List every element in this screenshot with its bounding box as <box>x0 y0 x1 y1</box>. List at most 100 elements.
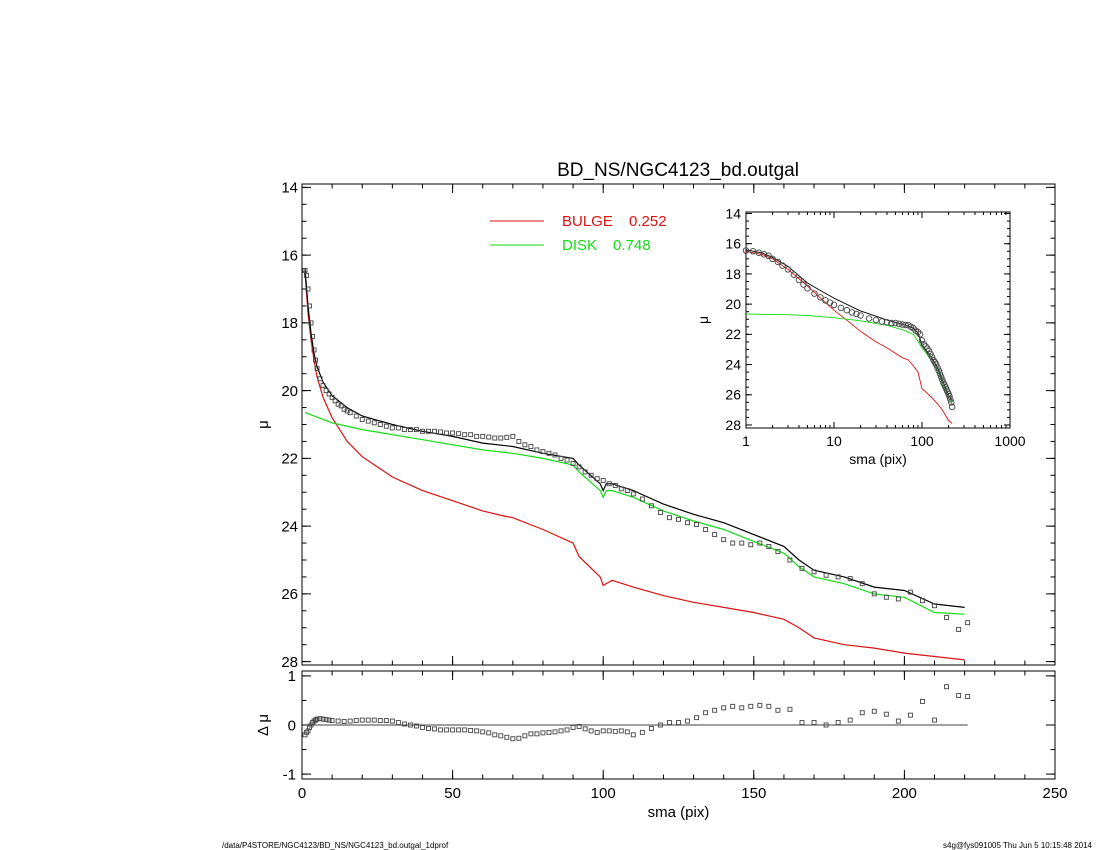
residual-data-point <box>510 736 516 742</box>
main-data-point <box>302 267 308 273</box>
residual-data-point <box>389 718 395 724</box>
residual-data-point <box>504 734 510 740</box>
residual-data-point <box>486 730 492 736</box>
residual-xtick-label: 100 <box>591 785 616 802</box>
residual-data-point <box>420 725 425 730</box>
main-ytick-label: 14 <box>281 180 298 197</box>
inset-data-point <box>888 319 895 327</box>
main-data-point <box>606 481 612 487</box>
inset-data-point <box>779 262 786 269</box>
main-data-point <box>685 520 690 526</box>
main-data-point <box>648 503 654 509</box>
main-data-point <box>920 598 925 604</box>
residual-data-point <box>305 728 311 734</box>
main-data-point <box>314 366 320 372</box>
inset-data-point <box>774 258 782 266</box>
residual-data-point <box>353 718 359 724</box>
inset-data-point <box>935 367 942 374</box>
residual-data-point <box>907 712 913 718</box>
main-data-point <box>486 434 492 440</box>
residual-data-point <box>534 731 540 737</box>
main-data-point <box>594 476 600 482</box>
main-data-point <box>748 542 754 548</box>
residual-data-point <box>676 720 681 725</box>
main-data-point <box>383 423 389 429</box>
residual-data-point <box>594 729 600 735</box>
residual-ylabel: Δ μ <box>255 714 272 736</box>
inset-data-point <box>760 251 768 258</box>
residual-data-point <box>895 718 901 724</box>
residual-data-point <box>630 732 636 738</box>
residual-data-point <box>582 726 588 732</box>
inset-log-panel: 14 16 18 20 22 24 26 281 10 100 1000 μ sma (pix) <box>695 205 1026 467</box>
main-frame <box>301 183 1056 666</box>
main-data-point <box>450 430 456 436</box>
main-data-point <box>395 425 401 431</box>
residual-data-point <box>377 718 383 724</box>
inset-data-point <box>865 315 873 322</box>
legend: BULGE 0.252 DISK 0.748 <box>490 213 667 254</box>
residual-data-point <box>965 694 971 699</box>
residual-data-point <box>498 733 504 739</box>
main-data-point <box>766 543 772 549</box>
residual-data-point <box>450 727 456 733</box>
residual-data-point <box>383 718 389 724</box>
inset-data-point <box>936 370 944 377</box>
main-data-point <box>612 483 618 488</box>
residual-data-point <box>721 705 727 711</box>
residual-data-point <box>847 717 853 723</box>
inset-data-point <box>857 312 864 319</box>
residual-xtick-label: 200 <box>892 785 917 802</box>
main-data-point <box>540 449 546 455</box>
main-ytick-label: 20 <box>281 383 298 400</box>
residual-data-point <box>540 730 546 736</box>
main-data-point <box>600 477 606 483</box>
main-data-point <box>657 510 663 516</box>
inset-data-point <box>883 319 891 326</box>
main-series-bulge <box>304 272 965 661</box>
main-data-point <box>323 388 329 394</box>
main-data-point <box>438 429 444 435</box>
footer-stamp: s4g@fys091005 Thu Jun 5 10:15:48 2014 <box>943 841 1092 850</box>
main-data-point <box>329 394 335 400</box>
inset-ytick-label: 26 <box>725 387 741 403</box>
main-data-point <box>739 540 745 546</box>
residual-data-point <box>883 711 889 717</box>
inset-ytick-label: 16 <box>725 236 741 252</box>
residual-data-point <box>317 716 323 722</box>
main-data-point <box>546 450 552 456</box>
inset-xlabel: sma (pix) <box>849 451 907 467</box>
residual-data-point <box>657 722 663 728</box>
residual-data-point <box>516 735 522 741</box>
main-data-point <box>304 273 309 278</box>
main-data-point <box>305 286 311 292</box>
main-ylabel: μ <box>255 420 272 429</box>
main-data-point <box>871 591 877 597</box>
residual-data-point <box>359 717 365 723</box>
inset-data-point <box>742 247 750 254</box>
main-data-point <box>552 452 558 458</box>
main-data-point <box>932 603 937 609</box>
main-data-point <box>694 521 700 527</box>
main-data-point <box>835 574 841 580</box>
residual-data-point <box>757 702 763 708</box>
legend-bulge-name: BULGE <box>562 213 613 230</box>
main-data-point <box>432 428 437 434</box>
inset-data-point <box>946 393 953 400</box>
inset-data-point <box>934 364 941 371</box>
inset-data-point <box>837 304 845 312</box>
main-data-point <box>570 461 576 466</box>
residual-data-point <box>624 729 630 735</box>
inset-ylabel: μ <box>695 316 711 324</box>
main-data-point <box>558 455 564 461</box>
main-data-point <box>377 422 383 427</box>
residual-data-point <box>307 725 312 730</box>
inset-ytick-label: 14 <box>725 205 741 221</box>
residual-xtick-label: 250 <box>1042 785 1067 802</box>
main-data-point <box>799 566 805 571</box>
main-data-point <box>676 516 681 522</box>
main-data-point <box>859 581 865 587</box>
chart-title: BD_NS/NGC4123_bd.outgal <box>557 160 799 181</box>
inset-data-point <box>892 319 899 327</box>
